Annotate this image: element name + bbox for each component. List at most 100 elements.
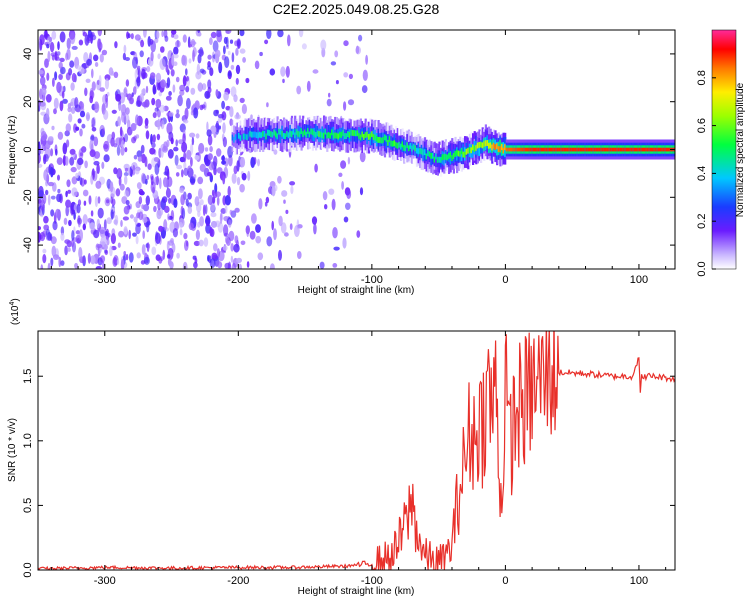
spectrogram-cell xyxy=(168,197,172,204)
y-tick-label: 0.0 xyxy=(22,562,34,577)
spectrogram-signal-cell xyxy=(526,147,529,152)
spectrogram-signal-cell xyxy=(449,151,452,165)
spectrogram-cell xyxy=(151,142,156,148)
spectrogram-cell xyxy=(138,211,144,221)
spectrogram-signal-cell xyxy=(343,133,346,140)
spectrogram-signal-cell xyxy=(518,147,521,152)
spectrogram-cell xyxy=(128,229,131,240)
spectrogram-cell xyxy=(97,207,104,219)
spectrogram-cell xyxy=(182,75,187,87)
spectrogram-signal-cell xyxy=(278,128,281,135)
spectrogram-cell xyxy=(210,125,217,135)
spectrogram-cell xyxy=(83,179,87,185)
spectrogram-cell xyxy=(135,114,139,126)
spectrogram-signal-cell xyxy=(592,147,595,152)
spectrogram-cell xyxy=(103,154,110,163)
colorbar-gradient xyxy=(712,30,736,269)
spectrogram-cell xyxy=(100,255,106,263)
spectrogram-cell xyxy=(190,87,196,95)
spectrogram-cell xyxy=(239,156,246,168)
spectrogram-signal-cell xyxy=(355,130,358,137)
spectrogram-cell xyxy=(87,30,92,38)
spectrogram-signal-cell xyxy=(507,147,510,152)
spectrogram-cell xyxy=(209,226,213,237)
spectrogram-cell xyxy=(139,93,144,102)
spectrogram-signal-cell xyxy=(521,147,524,152)
spectrogram-cell xyxy=(220,208,227,214)
spectrogram-signal-cell xyxy=(300,127,303,141)
spectrogram-cell xyxy=(163,219,168,231)
spectrogram-cell xyxy=(109,245,113,257)
spectrogram-signal-cell xyxy=(332,132,335,139)
spectrogram-cell xyxy=(197,176,204,185)
spectrogram-cell xyxy=(93,101,100,113)
spectrogram-signal-cell xyxy=(593,147,596,152)
spectrogram-cell xyxy=(319,261,325,269)
x-tick-label: -100 xyxy=(361,575,383,587)
spectrogram-signal-cell xyxy=(339,131,342,138)
spectrogram-cell xyxy=(40,130,47,142)
spectrogram-signal-cell xyxy=(305,124,308,138)
spectrogram-cell xyxy=(223,224,229,237)
spectrogram-cell xyxy=(233,94,238,103)
spectrogram-cell xyxy=(120,219,123,228)
spectrogram-signal-cell xyxy=(662,147,665,152)
spectrogram-cell xyxy=(294,225,300,237)
spectrogram-signal-cell xyxy=(476,142,479,149)
spectrogram-cell xyxy=(280,222,287,234)
spectrogram-cell xyxy=(155,98,162,109)
spectrogram-cell xyxy=(56,193,62,203)
spectrogram-signal-cell xyxy=(364,132,367,139)
spectrogram-signal-cell xyxy=(539,147,542,152)
spectrogram-cell xyxy=(159,104,166,113)
spectrogram-cell xyxy=(127,33,131,39)
spectrogram-cell xyxy=(43,154,47,165)
spectrogram-cell xyxy=(67,102,72,110)
spectrogram-cell xyxy=(65,130,69,135)
spectrogram-cell xyxy=(86,58,92,66)
spectrogram-signal-cell xyxy=(265,133,268,140)
spectrogram-cell xyxy=(47,231,52,241)
spectrogram-signal-cell xyxy=(371,131,374,146)
spectrogram-signal-cell xyxy=(584,147,587,152)
spectrogram-cell xyxy=(38,99,41,108)
spectrogram-cell xyxy=(106,91,110,97)
spectrogram-signal-cell xyxy=(540,147,544,152)
spectrogram-signal-cell xyxy=(609,147,612,152)
spectrogram-cell xyxy=(224,194,231,206)
spectrogram-cell xyxy=(56,157,63,166)
spectrogram-cell xyxy=(45,140,51,150)
spectrogram-cell xyxy=(84,87,88,97)
spectrogram-signal-cell xyxy=(250,131,254,138)
spectrogram-signal-cell xyxy=(238,132,241,139)
spectrogram-signal-cell xyxy=(324,128,327,135)
snr-panel: -300 -200 -100 0 100 0.0 0.5 1.0 1.5 Height of … xyxy=(7,298,676,597)
spectrogram-signal-cell xyxy=(327,132,330,138)
colorbar-frame xyxy=(711,29,737,270)
spectrogram-cell xyxy=(137,68,141,80)
spectrogram-cell xyxy=(233,243,240,253)
spectrogram-signal-cell xyxy=(536,147,539,152)
spectrogram-cell xyxy=(153,205,157,213)
spectrogram-cell xyxy=(169,261,174,269)
spectrogram-cell xyxy=(77,118,82,124)
spectrogram-cell xyxy=(215,53,220,64)
spectrogram-cell xyxy=(207,54,212,60)
spectrogram-cell xyxy=(138,188,144,195)
spectrogram-signal-cell xyxy=(472,144,475,151)
spectrogram-signal-cell xyxy=(656,147,659,152)
snr-scale-exponent: 4 xyxy=(9,302,16,306)
spectrogram-cell xyxy=(257,252,264,261)
spectrogram-signal-cell xyxy=(254,131,257,138)
spectrogram-cell xyxy=(149,38,154,45)
spectrogram-signal-cell xyxy=(531,147,534,152)
spectrogram-cell xyxy=(40,100,47,111)
spectrogram-signal-cell xyxy=(396,142,399,149)
spectrogram-cell xyxy=(166,254,171,259)
spectrogram-cell xyxy=(111,131,116,140)
spectrogram-cell xyxy=(254,60,260,70)
spectrogram-signal-cell xyxy=(435,153,438,168)
spectrogram-cell xyxy=(165,188,171,198)
spectrogram-signal-cell xyxy=(603,147,606,152)
spectrogram-cell xyxy=(73,191,79,197)
